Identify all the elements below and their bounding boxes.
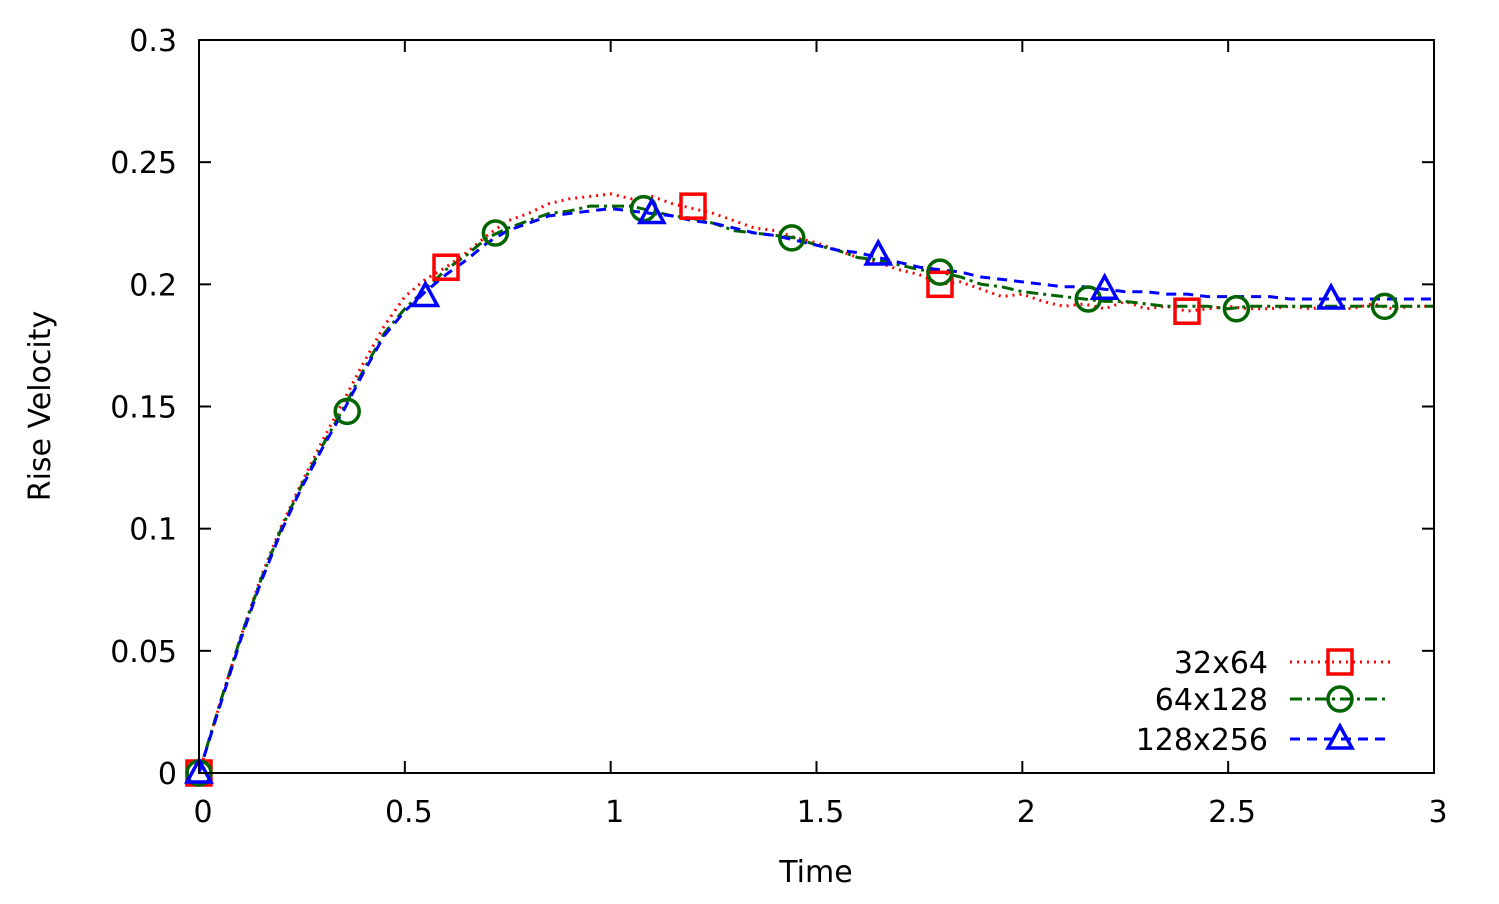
y-tick-label: 0.3 bbox=[129, 24, 177, 59]
y-tick-label: 0.05 bbox=[110, 635, 177, 670]
y-tick-label: 0.2 bbox=[129, 268, 177, 303]
x-tick-label: 1 bbox=[605, 795, 624, 830]
legend-label: 32x64 bbox=[1174, 646, 1268, 681]
series-line-128x256 bbox=[199, 207, 1434, 773]
data-point-128x256 bbox=[1316, 282, 1347, 310]
legend-marker bbox=[1326, 648, 1354, 676]
data-point-128x256 bbox=[863, 238, 894, 266]
x-axis-label: Time bbox=[778, 855, 852, 890]
legend-marker bbox=[1325, 722, 1355, 750]
data-point-64x128 bbox=[1222, 295, 1251, 323]
data-point-64x128 bbox=[1370, 292, 1399, 321]
y-axis-label: Rise Velocity bbox=[23, 311, 58, 502]
x-tick-label: 1.5 bbox=[797, 795, 845, 830]
x-tick-label: 2 bbox=[1017, 795, 1036, 830]
series-lines bbox=[199, 192, 1434, 773]
y-tick-label: 0.25 bbox=[110, 146, 177, 181]
x-tick-label: 2.5 bbox=[1208, 795, 1256, 830]
y-tick-label: 0.1 bbox=[129, 513, 177, 548]
legend-label: 128x256 bbox=[1136, 723, 1268, 758]
y-tick-label: 0.15 bbox=[110, 391, 177, 426]
plot-frame bbox=[198, 39, 1435, 774]
data-point-64x128 bbox=[481, 219, 510, 247]
legend-label: 64x128 bbox=[1155, 683, 1268, 718]
data-point-64x128 bbox=[926, 258, 954, 286]
data-point-64x128 bbox=[333, 397, 361, 426]
y-tick-label: 0 bbox=[158, 757, 177, 792]
data-point-32x64 bbox=[1173, 297, 1201, 325]
data-point-32x64 bbox=[679, 192, 707, 220]
data-point-32x64 bbox=[432, 253, 460, 281]
data-point-32x64 bbox=[926, 270, 954, 299]
x-tick-label: 0 bbox=[193, 795, 212, 830]
data-point-128x256 bbox=[636, 196, 667, 225]
x-tick-label: 3 bbox=[1428, 795, 1447, 830]
y-tick-labels: 0 0.05 0.1 0.15 0.2 0.25 0.3 bbox=[110, 24, 177, 792]
data-point-128x256 bbox=[410, 279, 441, 308]
data-point-128x256 bbox=[1089, 272, 1120, 300]
legend-marker bbox=[1326, 685, 1354, 713]
x-tick-labels: 0 0.5 1 1.5 2 2.5 3 bbox=[193, 795, 1447, 830]
data-point-128x256 bbox=[184, 756, 214, 784]
data-point-64x128 bbox=[778, 224, 806, 252]
x-tick-label: 0.5 bbox=[385, 795, 433, 830]
